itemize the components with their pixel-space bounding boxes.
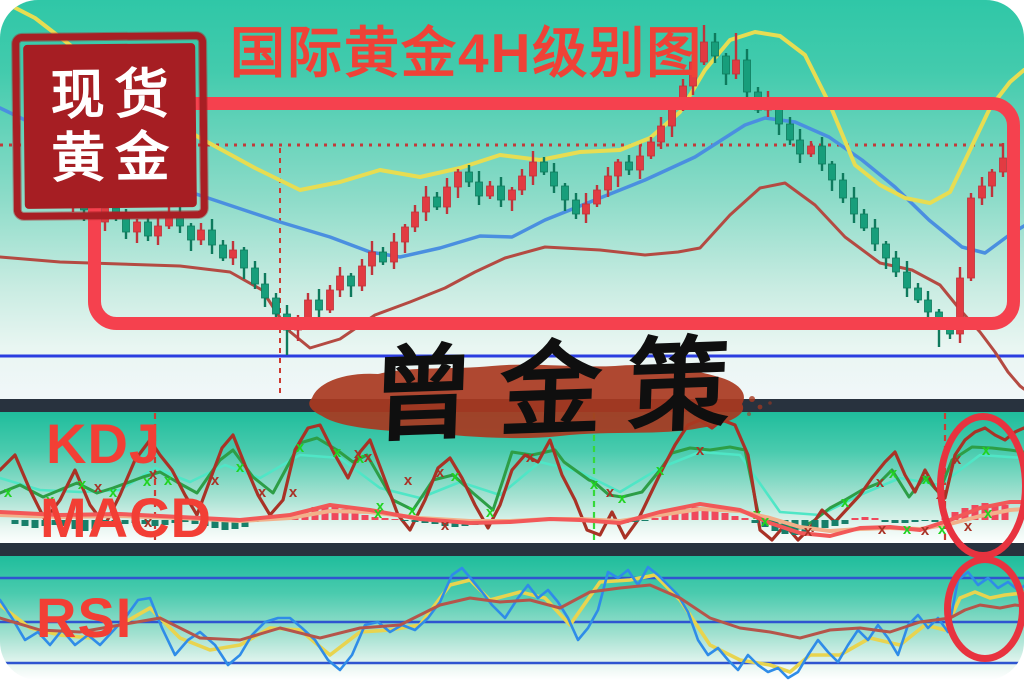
macd-label: MACD [40, 486, 212, 549]
rsi-label: RSI [36, 586, 133, 649]
seal-text-line1: 现货 [50, 61, 179, 127]
spot-gold-seal: 现货 黄金 [12, 31, 208, 221]
rsi-panel [0, 556, 1024, 680]
kdj-highlight-ellipse [937, 413, 1024, 559]
kdj-label: KDJ [46, 412, 162, 475]
analyst-watermark: 曾金策 [369, 323, 758, 457]
seal-inner-square: 现货 黄金 [23, 43, 197, 209]
panel-divider-bottom [0, 543, 1024, 556]
rsi-highlight-ellipse [944, 556, 1024, 662]
seal-text-line2: 黄金 [50, 124, 180, 190]
chart-title: 国际黄金4H级别图 [230, 22, 704, 84]
